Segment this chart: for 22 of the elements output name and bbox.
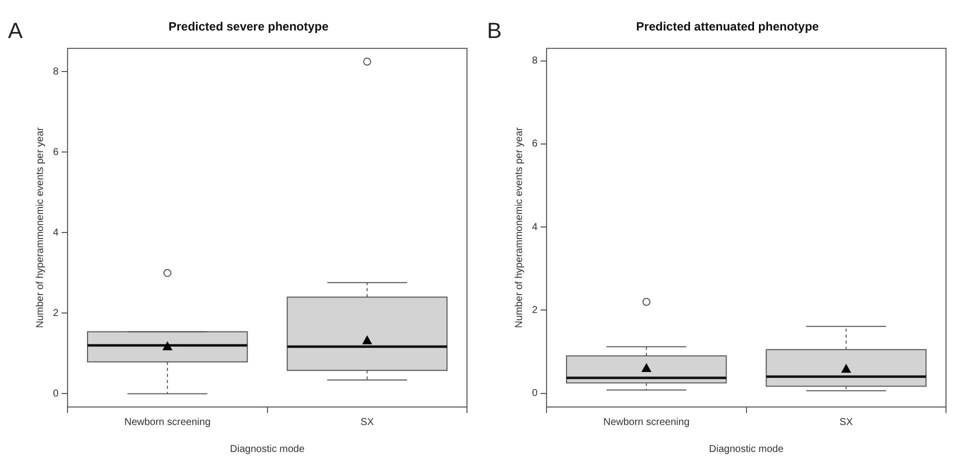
- y-tick-label: 2: [532, 304, 538, 316]
- x-axis-title: Diagnostic mode: [709, 444, 784, 455]
- y-tick-label: 4: [532, 222, 538, 233]
- x-tick-label: Newborn screening: [124, 416, 211, 428]
- y-tick-label: 2: [53, 308, 59, 319]
- y-axis-title: Number of hyperammonemic events per year: [514, 126, 525, 328]
- chart-title: Predicted severe phenotype: [168, 20, 329, 34]
- y-axis-title: Number of hyperammonemic events per year: [34, 126, 46, 328]
- y-tick-label: 6: [532, 138, 538, 150]
- x-axis-title: Diagnostic mode: [230, 444, 305, 455]
- y-tick-label: 0: [53, 388, 59, 400]
- y-tick-label: 8: [53, 66, 59, 78]
- x-tick-label: Newborn screening: [603, 416, 690, 428]
- chart-title: Predicted attenuated phenotype: [636, 20, 820, 34]
- x-tick-label: SX: [360, 416, 374, 428]
- y-tick-label: 4: [53, 227, 59, 238]
- x-tick-label: SX: [839, 416, 854, 428]
- y-tick-label: 0: [532, 388, 538, 400]
- text: A: [8, 18, 23, 44]
- text: B: [487, 18, 502, 44]
- y-tick-label: 6: [53, 146, 59, 158]
- y-tick-label: 8: [532, 56, 538, 67]
